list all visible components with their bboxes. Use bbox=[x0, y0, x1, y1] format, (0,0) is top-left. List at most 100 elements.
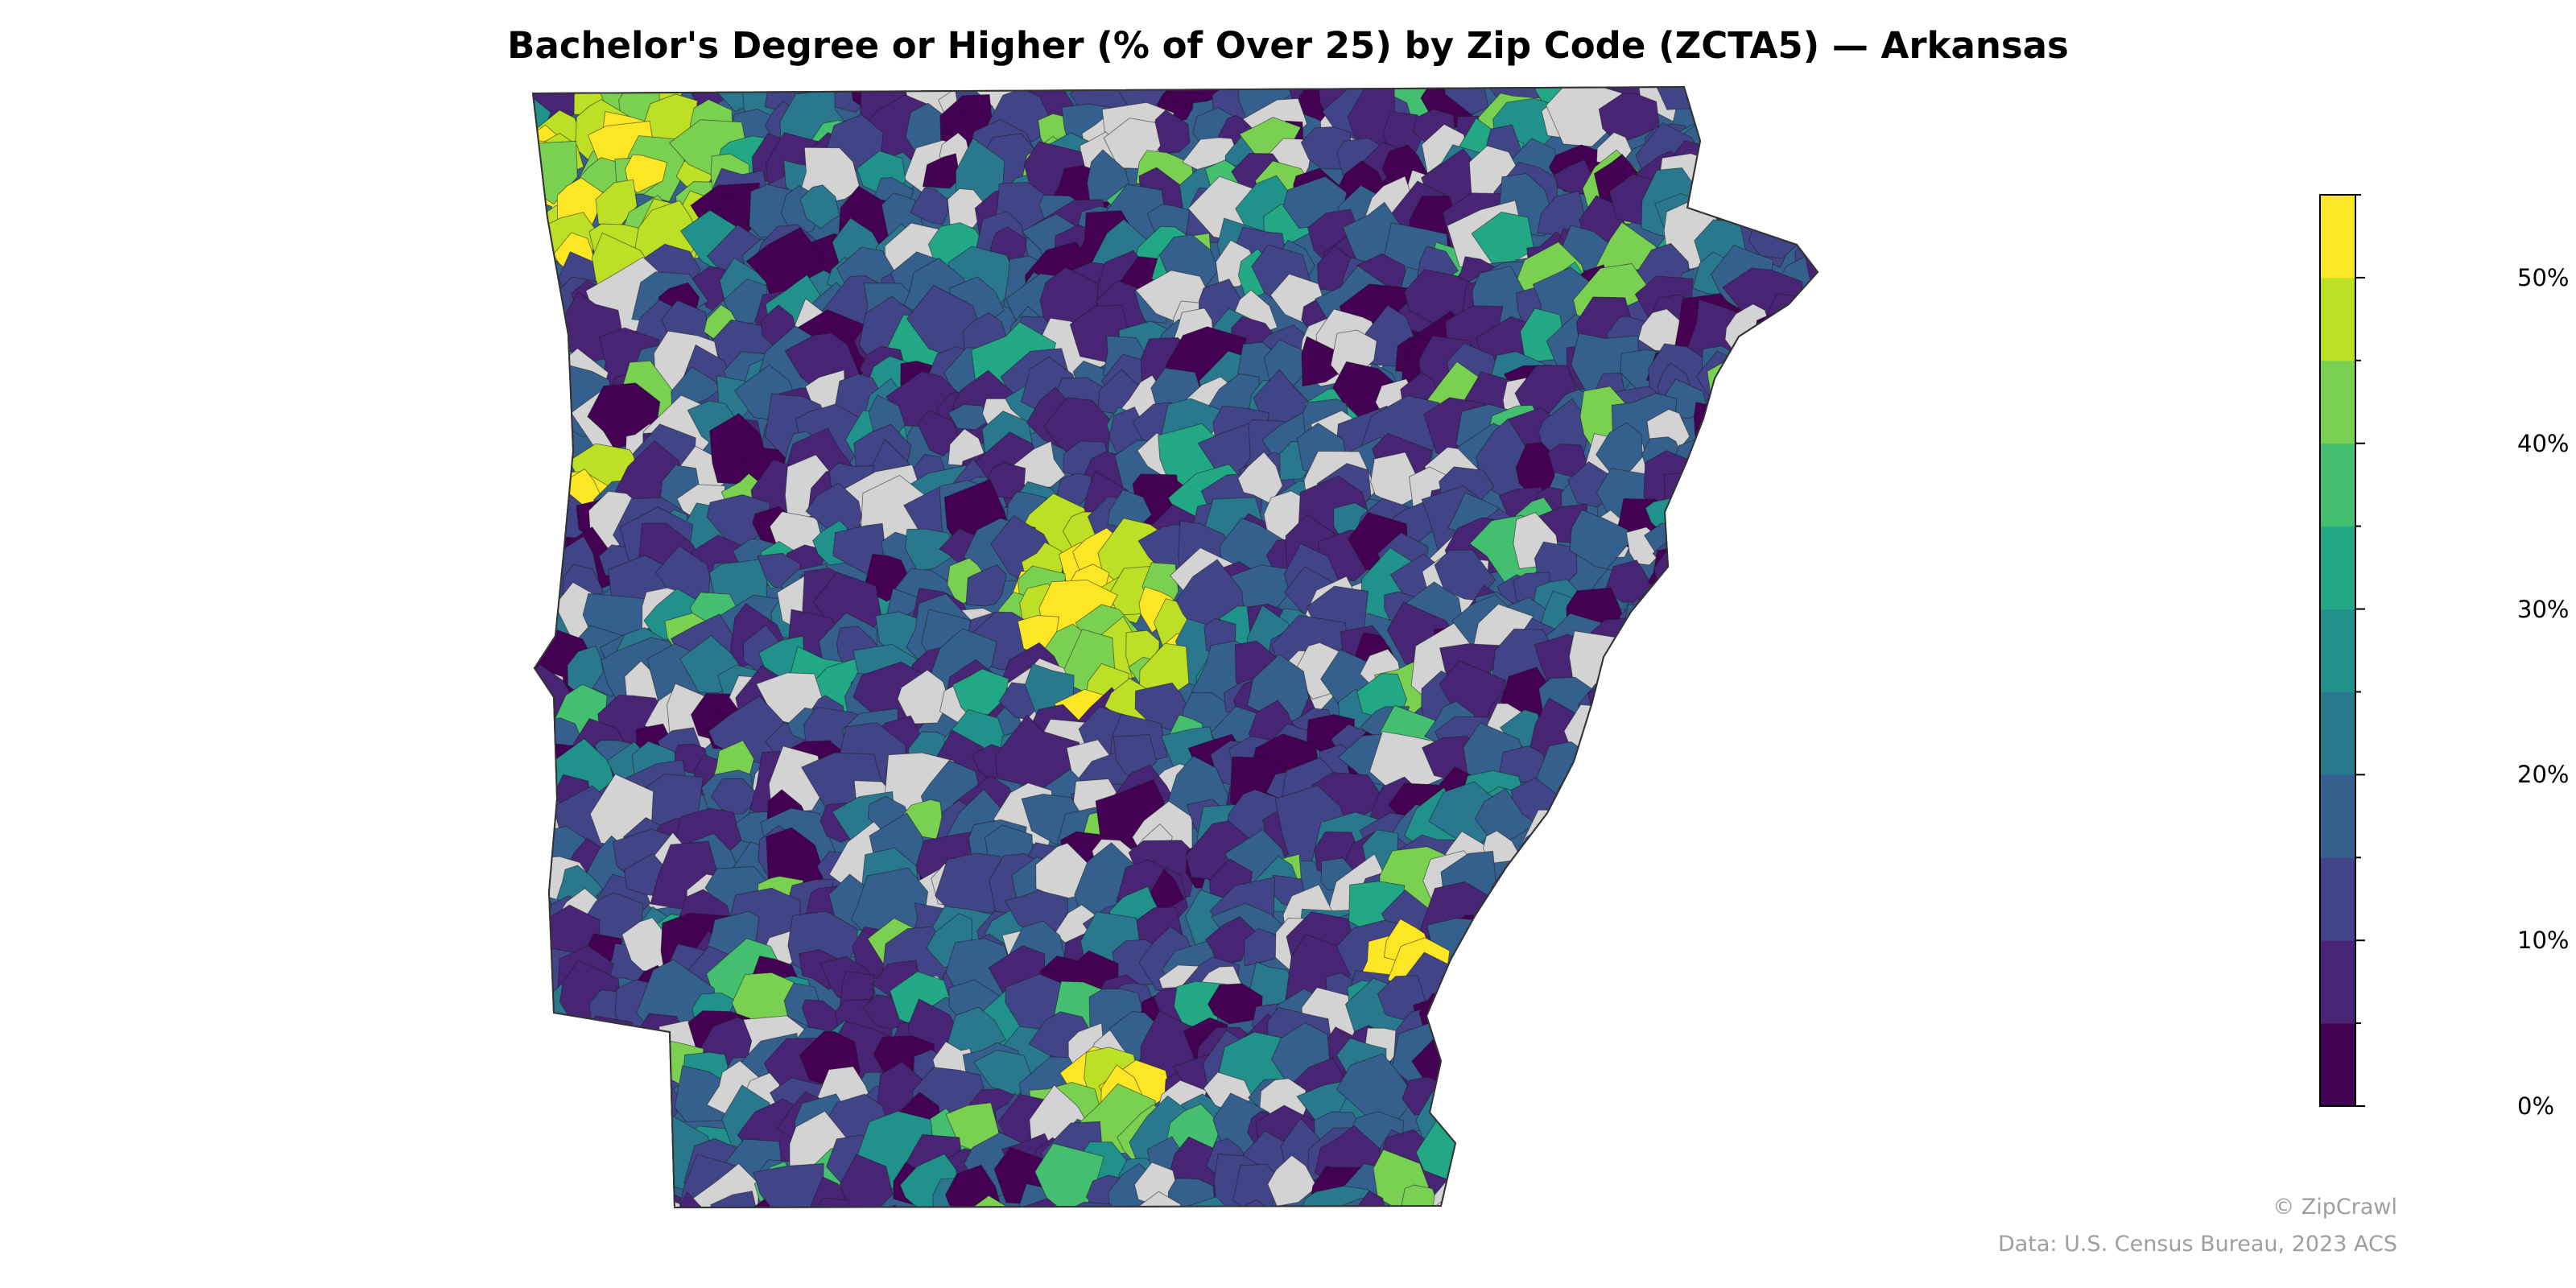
zip-region[interactable] bbox=[1781, 640, 1821, 684]
zip-region[interactable] bbox=[1707, 136, 1762, 192]
zip-region[interactable] bbox=[1716, 1076, 1760, 1116]
zip-region[interactable] bbox=[710, 1191, 760, 1236]
zip-region[interactable] bbox=[1734, 72, 1785, 121]
zip-region[interactable] bbox=[1794, 92, 1879, 155]
zip-region[interactable] bbox=[1823, 266, 1889, 345]
zip-region[interactable] bbox=[1794, 1158, 1832, 1204]
zip-region[interactable] bbox=[1757, 415, 1807, 452]
zip-region[interactable] bbox=[1504, 903, 1577, 971]
zip-region[interactable] bbox=[1758, 593, 1802, 637]
zip-region[interactable] bbox=[1731, 398, 1793, 453]
zip-region[interactable] bbox=[1757, 687, 1810, 738]
zip-region[interactable] bbox=[1574, 1028, 1620, 1067]
zip-region[interactable] bbox=[1798, 317, 1872, 393]
zip-region[interactable] bbox=[1496, 992, 1560, 1046]
zip-region[interactable] bbox=[1755, 355, 1802, 398]
zip-region[interactable] bbox=[525, 1040, 564, 1084]
zip-region[interactable] bbox=[1661, 821, 1704, 858]
zip-region[interactable] bbox=[502, 473, 549, 510]
zip-region[interactable] bbox=[504, 201, 553, 246]
zip-region[interactable] bbox=[593, 1059, 668, 1113]
zip-region[interactable] bbox=[1661, 829, 1714, 877]
zip-region[interactable] bbox=[1614, 614, 1680, 677]
zip-region[interactable] bbox=[1653, 1141, 1736, 1211]
zip-region[interactable] bbox=[922, 153, 960, 189]
zip-region[interactable] bbox=[1818, 64, 1883, 112]
zip-region[interactable] bbox=[1708, 1205, 1768, 1269]
zip-region[interactable] bbox=[1557, 1193, 1598, 1243]
zip-region[interactable] bbox=[1578, 1143, 1637, 1207]
zip-region[interactable] bbox=[1459, 936, 1539, 1000]
zip-region[interactable] bbox=[1777, 773, 1850, 863]
zip-region[interactable] bbox=[935, 852, 1008, 914]
zip-region[interactable] bbox=[1533, 1136, 1590, 1178]
zip-region[interactable] bbox=[1580, 1175, 1637, 1245]
zip-region[interactable] bbox=[1828, 531, 1883, 578]
zip-region[interactable] bbox=[1822, 631, 1865, 679]
zip-region[interactable] bbox=[643, 1195, 691, 1242]
zip-region[interactable] bbox=[925, 1209, 968, 1252]
zip-region[interactable] bbox=[904, 528, 956, 572]
zip-region[interactable] bbox=[1733, 1105, 1813, 1184]
zip-region[interactable] bbox=[1553, 1192, 1622, 1248]
zip-region[interactable] bbox=[1765, 293, 1819, 353]
zip-region[interactable] bbox=[1665, 976, 1728, 1022]
zip-region[interactable] bbox=[1547, 1036, 1607, 1091]
zip-region[interactable] bbox=[1486, 993, 1544, 1044]
zip-region[interactable] bbox=[1761, 638, 1830, 709]
zip-region[interactable] bbox=[1687, 1058, 1744, 1121]
zip-region[interactable] bbox=[1815, 122, 1865, 176]
zip-region[interactable] bbox=[1783, 1149, 1849, 1208]
zip-region[interactable] bbox=[1757, 466, 1808, 512]
zip-region[interactable] bbox=[492, 1088, 555, 1164]
zip-region[interactable] bbox=[518, 1145, 576, 1195]
zip-region[interactable] bbox=[524, 417, 572, 469]
zip-region[interactable] bbox=[1131, 1191, 1185, 1238]
zip-region[interactable] bbox=[1535, 1079, 1606, 1153]
zip-region[interactable] bbox=[1630, 910, 1715, 997]
zip-region[interactable] bbox=[1824, 178, 1884, 241]
zip-region[interactable] bbox=[1550, 976, 1585, 1021]
zip-region[interactable] bbox=[1719, 97, 1773, 149]
zip-region[interactable] bbox=[1700, 976, 1732, 1016]
zip-region[interactable] bbox=[1823, 770, 1889, 842]
zip-region[interactable] bbox=[1838, 436, 1883, 479]
zip-region[interactable] bbox=[1802, 691, 1849, 729]
zip-region[interactable] bbox=[1715, 717, 1791, 783]
zip-region[interactable] bbox=[1617, 811, 1655, 839]
zip-region[interactable] bbox=[1642, 917, 1689, 956]
zip-region[interactable] bbox=[1698, 580, 1761, 669]
zip-region[interactable] bbox=[557, 1078, 609, 1137]
zip-region[interactable] bbox=[527, 1030, 587, 1094]
zip-region[interactable] bbox=[1518, 858, 1583, 930]
zip-region[interactable] bbox=[1355, 1190, 1387, 1233]
zip-region[interactable] bbox=[1804, 530, 1852, 581]
zip-region[interactable] bbox=[567, 1111, 609, 1146]
zip-region[interactable] bbox=[1684, 1018, 1733, 1061]
zip-region[interactable] bbox=[1638, 833, 1680, 876]
zip-region[interactable] bbox=[1815, 687, 1871, 738]
zip-region[interactable] bbox=[1686, 1150, 1760, 1224]
zip-region[interactable] bbox=[514, 915, 555, 964]
zip-region[interactable] bbox=[1563, 704, 1628, 781]
zip-region[interactable] bbox=[1732, 560, 1771, 596]
zip-region[interactable] bbox=[1763, 1080, 1828, 1137]
zip-region[interactable] bbox=[1748, 921, 1790, 962]
zip-region[interactable] bbox=[1837, 374, 1886, 432]
zip-region[interactable] bbox=[1546, 945, 1620, 1024]
zip-region[interactable] bbox=[1806, 823, 1855, 875]
zip-region[interactable] bbox=[503, 276, 539, 316]
zip-region[interactable] bbox=[1720, 866, 1800, 952]
zip-region[interactable] bbox=[1724, 1183, 1777, 1241]
zip-region[interactable] bbox=[1672, 573, 1739, 638]
zip-region[interactable] bbox=[1794, 611, 1841, 660]
zip-region[interactable] bbox=[1711, 824, 1760, 872]
zip-region[interactable] bbox=[1777, 405, 1826, 476]
zip-region[interactable] bbox=[1598, 892, 1637, 933]
zip-region[interactable] bbox=[1813, 1080, 1882, 1154]
zip-region[interactable] bbox=[1598, 858, 1645, 898]
zip-region[interactable] bbox=[1451, 1147, 1502, 1200]
zip-region[interactable] bbox=[1207, 983, 1263, 1025]
zip-region[interactable] bbox=[1582, 910, 1645, 979]
